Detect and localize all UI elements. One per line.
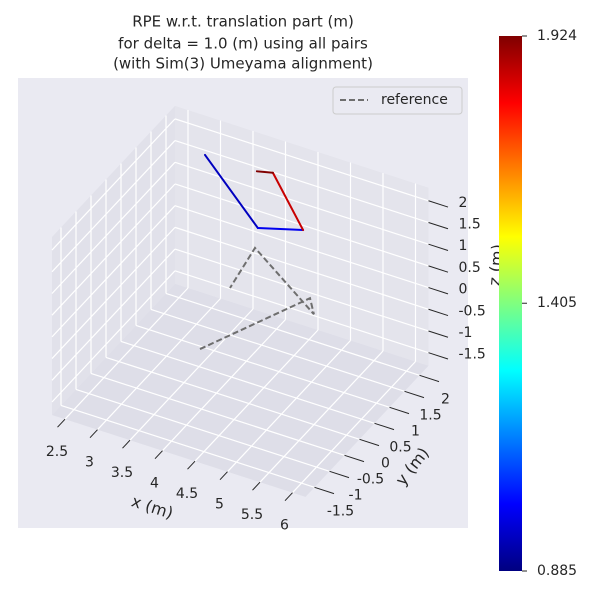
trajectory-segment — [255, 170, 274, 174]
tick-mark — [359, 438, 380, 447]
colorbar-tick-label: 0.885 — [537, 563, 577, 579]
tick-mark — [344, 454, 365, 463]
grid-line — [135, 324, 390, 408]
tick-mark — [404, 390, 425, 399]
z-tick-label: 0.5 — [459, 260, 481, 276]
tick-mark — [428, 308, 449, 317]
grid-line — [174, 183, 429, 267]
x-tick-label: 5.5 — [241, 507, 263, 523]
grid-line — [51, 270, 176, 403]
y-tick-label: 1.5 — [419, 407, 441, 423]
z-tick-label: -0.5 — [459, 303, 486, 319]
pane — [52, 283, 429, 497]
colorbar-tick-label: 1.405 — [537, 295, 577, 311]
trajectory-segment — [204, 153, 259, 230]
grid-line — [51, 118, 176, 251]
grid-line — [174, 226, 429, 310]
x-tick-label: 6 — [280, 518, 289, 534]
grid-line — [174, 140, 429, 224]
y-tick-label: 0 — [381, 455, 390, 471]
tick-mark — [428, 243, 449, 251]
y-tick-label: -0.5 — [357, 471, 384, 487]
tick-mark — [428, 222, 449, 230]
chart-title: (with Sim(3) Umeyama alignment) — [113, 55, 373, 73]
grid-line — [174, 270, 429, 354]
grid-line — [60, 404, 315, 488]
grid-line — [174, 118, 429, 202]
y-tick-label: 2 — [441, 391, 450, 407]
grid-line — [292, 361, 416, 494]
tick-mark — [428, 287, 449, 295]
tick-mark — [122, 439, 131, 449]
chart-title: RPE w.r.t. translation part (m) — [132, 13, 354, 31]
tick-mark — [428, 330, 449, 338]
grid-line — [194, 329, 319, 462]
y-tick-label: -1.5 — [327, 503, 354, 519]
z-tick-label: -1.5 — [459, 347, 486, 363]
z-tick-label: 1.5 — [459, 216, 481, 232]
tick-mark — [314, 486, 335, 495]
x-tick-label: 4 — [150, 476, 159, 492]
y-tick-label: 0.5 — [389, 439, 411, 455]
tick-mark — [389, 406, 410, 415]
grid-line — [150, 308, 405, 392]
grid-line — [174, 161, 429, 245]
legend-box — [332, 86, 463, 115]
tick-mark — [428, 265, 449, 273]
trajectory-segment — [256, 227, 305, 232]
tick-mark — [428, 352, 449, 360]
grid-line — [105, 356, 360, 440]
tick-mark — [284, 492, 293, 502]
grid-line — [174, 248, 429, 332]
grid-line — [64, 287, 189, 420]
grid-line — [51, 205, 176, 338]
tick-mark — [374, 422, 395, 431]
grid-line — [90, 372, 345, 456]
grid-line — [97, 298, 221, 431]
y-tick-label: -1 — [349, 487, 363, 503]
tick-mark — [252, 481, 261, 491]
grid-line — [51, 140, 176, 273]
pane — [52, 105, 175, 416]
pane — [175, 105, 429, 366]
tick-mark — [329, 470, 350, 479]
x-tick-label: 5 — [215, 497, 224, 513]
z-tick-label: 0 — [459, 282, 468, 298]
grid-line — [227, 340, 351, 473]
tick-mark — [428, 200, 449, 208]
grid-line — [174, 205, 429, 289]
tick-mark — [89, 429, 98, 439]
x-tick-label: 2.5 — [46, 444, 68, 460]
colorbar-tick-label: 1.924 — [537, 28, 577, 44]
trajectory-segment — [271, 171, 305, 232]
tick-mark — [219, 471, 228, 481]
z-tick-label: 2 — [459, 195, 468, 211]
y-tick-label: 1 — [411, 423, 420, 439]
x-tick-label: 4.5 — [176, 486, 198, 502]
tick-mark — [419, 374, 440, 383]
grid-line — [51, 161, 176, 294]
colorbar — [499, 36, 522, 571]
grid-line — [129, 308, 254, 441]
x-tick-label: 3 — [85, 455, 94, 471]
grid-line — [165, 292, 420, 376]
tick-mark — [57, 418, 66, 428]
grid-line — [162, 319, 286, 452]
legend-label: reference — [381, 92, 448, 108]
grid-line — [259, 350, 384, 483]
z-tick-label: 1 — [459, 238, 468, 254]
x-tick-label: 3.5 — [111, 465, 133, 481]
z-tick-label: -1 — [459, 325, 473, 341]
chart-title: for delta = 1.0 (m) using all pairs — [118, 35, 368, 53]
tick-mark — [154, 450, 163, 460]
grid-line — [51, 183, 176, 316]
grid-line — [75, 388, 330, 472]
grid-line — [51, 226, 176, 359]
grid-line — [120, 340, 375, 424]
reference-line — [199, 246, 315, 350]
grid-line — [51, 248, 176, 381]
tick-mark — [187, 460, 196, 470]
